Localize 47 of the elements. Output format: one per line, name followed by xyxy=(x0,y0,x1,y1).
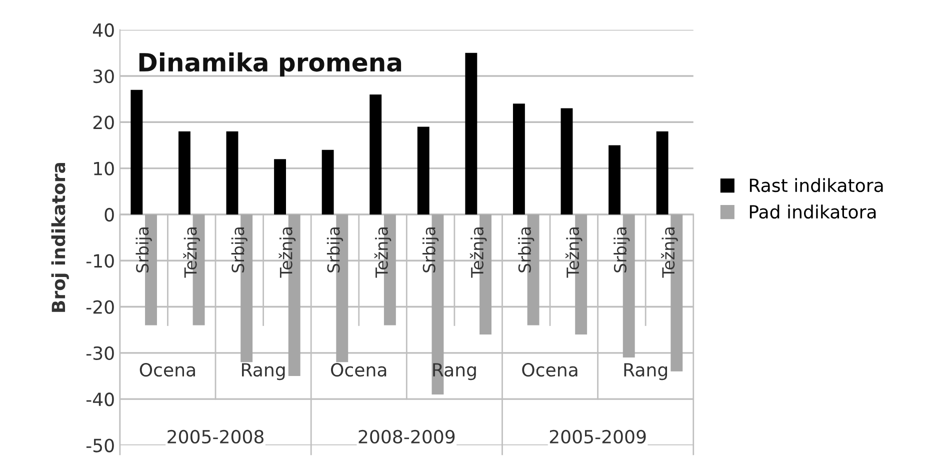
bar xyxy=(417,126,430,214)
legend-label: Pad indikatora xyxy=(750,204,876,219)
y-tick-label: -10 xyxy=(86,254,114,268)
y-tick-label: -50 xyxy=(86,438,114,452)
x-tick-label: Srbija xyxy=(518,228,534,272)
annotation: Ocena xyxy=(140,362,195,377)
annotation: Rang xyxy=(433,363,476,380)
x-tick-label: Težnja xyxy=(374,228,392,278)
annotation: Ocena xyxy=(522,362,578,377)
y-tick-label: -40 xyxy=(86,392,114,406)
y-tick-label: 10 xyxy=(94,162,114,176)
annotation: Rang xyxy=(242,363,285,380)
y-tick-label: 30 xyxy=(93,69,114,84)
y-tick-label: 40 xyxy=(92,23,114,37)
bar xyxy=(656,131,668,214)
bar xyxy=(608,145,621,214)
bar xyxy=(465,52,478,214)
bar xyxy=(322,150,334,214)
text: Dinamika promena xyxy=(139,52,402,77)
annotation: 2005-2008 xyxy=(168,430,264,444)
x-tick-label: Težnja xyxy=(661,228,678,278)
bar xyxy=(130,90,143,214)
annotation: 2008-2009 xyxy=(358,430,455,444)
annotation: 2005-2009 xyxy=(550,430,646,444)
y-tick-label: 20 xyxy=(93,116,114,130)
y-tick-label: -30 xyxy=(86,346,114,360)
x-tick-label: Težnja xyxy=(183,228,200,278)
bar xyxy=(370,94,382,214)
y-axis-title: Broj indikatora xyxy=(51,162,69,312)
x-tick-label: Težnja xyxy=(278,228,296,278)
annotation: Ocena xyxy=(331,362,386,377)
y-tick-label: -20 xyxy=(86,300,114,314)
bar xyxy=(560,108,573,214)
x-tick-label: Srbija xyxy=(136,228,152,272)
bar xyxy=(512,104,525,214)
bar xyxy=(226,131,238,214)
bar xyxy=(274,159,286,214)
x-tick-label: Srbija xyxy=(326,228,344,272)
x-tick-label: Težnja xyxy=(470,228,487,278)
x-tick-label: Srbija xyxy=(422,228,439,272)
bar xyxy=(178,131,190,214)
annotation: Rang xyxy=(624,363,668,380)
x-tick-label: Srbija xyxy=(614,228,630,272)
legend-label: Rast indikatora xyxy=(750,178,883,192)
x-tick-label: Srbija xyxy=(231,228,248,272)
x-tick-label: Težnja xyxy=(566,228,582,278)
y-tick-label: 0 xyxy=(104,208,114,222)
